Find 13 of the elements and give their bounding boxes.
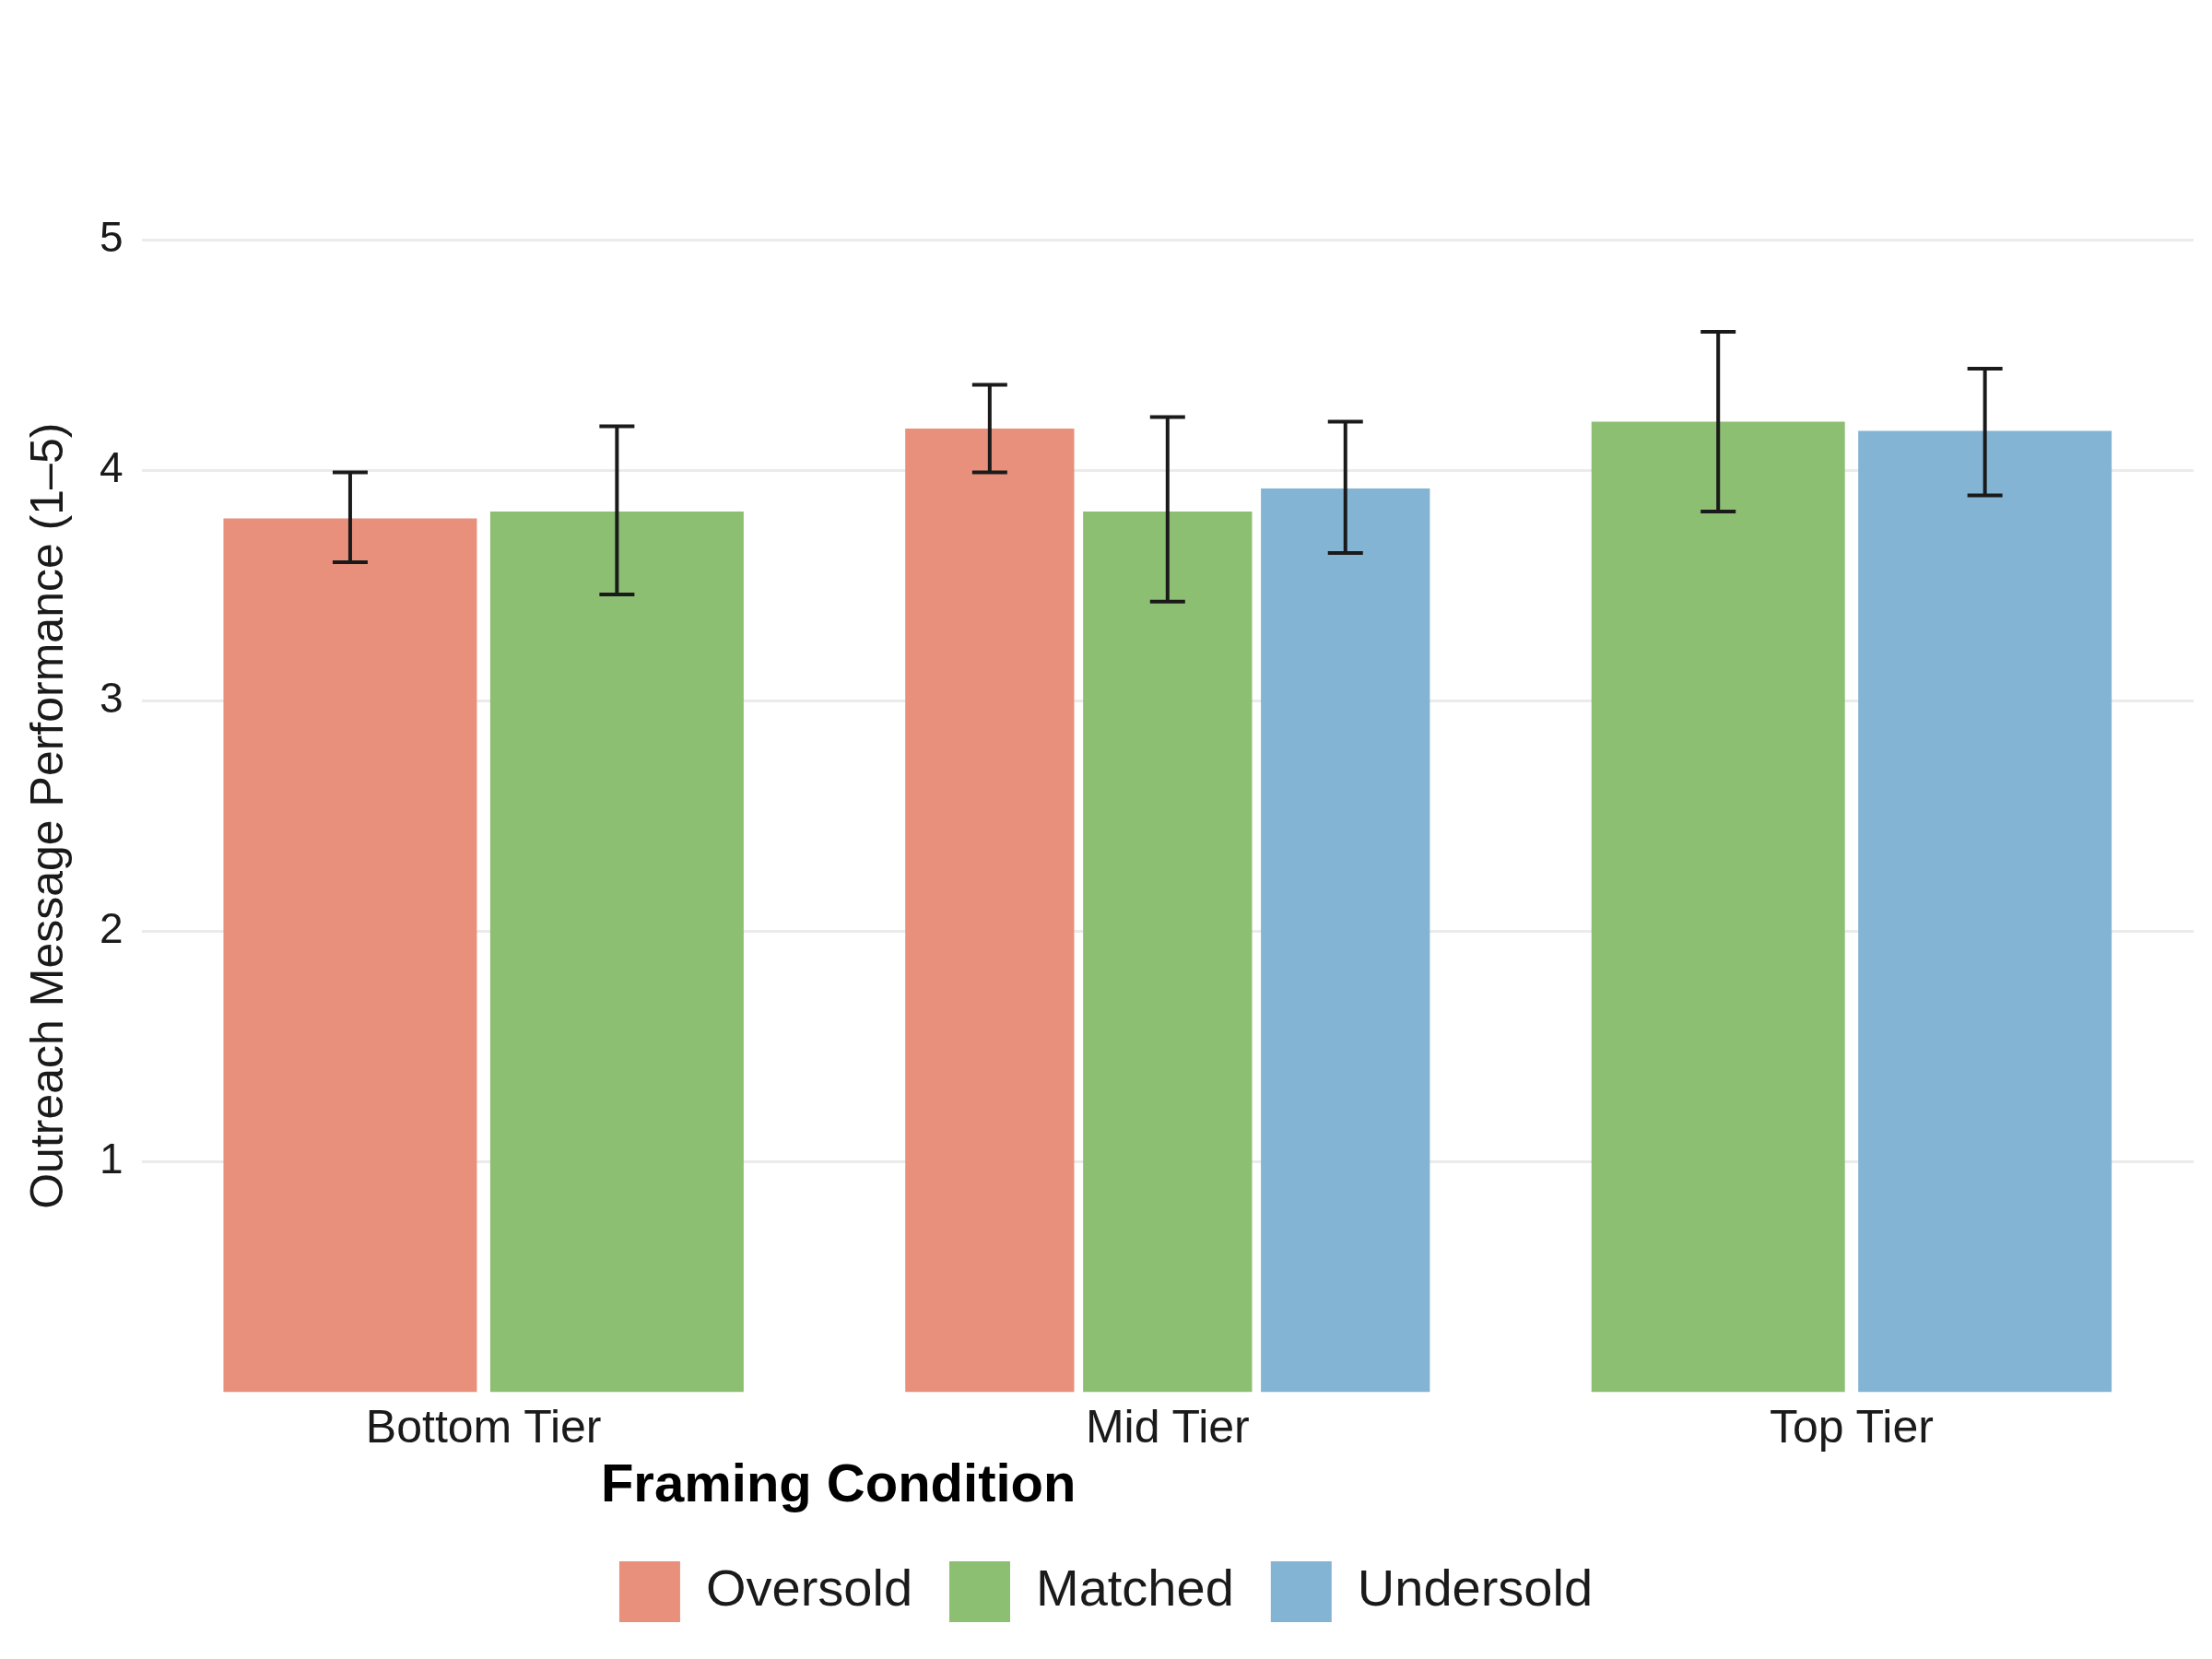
legend-label: Matched	[1036, 1559, 1234, 1618]
legend-label: Oversold	[705, 1559, 913, 1618]
y-tick-label: 1	[99, 1135, 124, 1183]
y-tick-label: 2	[99, 903, 124, 952]
x-tick-label: Bottom Tier	[365, 1401, 602, 1453]
legend-label: Undersold	[1357, 1559, 1594, 1618]
y-tick-label: 3	[99, 673, 124, 722]
y-axis-title: Outreach Message Performance (1–5)	[20, 422, 73, 1209]
legend-title: Framing Condition	[600, 1453, 1077, 1513]
x-tick-label: Top Tier	[1770, 1401, 1934, 1453]
y-tick-label: 4	[99, 442, 124, 491]
x-tick-label: Mid Tier	[1085, 1401, 1250, 1453]
y-tick-label: 5	[99, 212, 124, 261]
